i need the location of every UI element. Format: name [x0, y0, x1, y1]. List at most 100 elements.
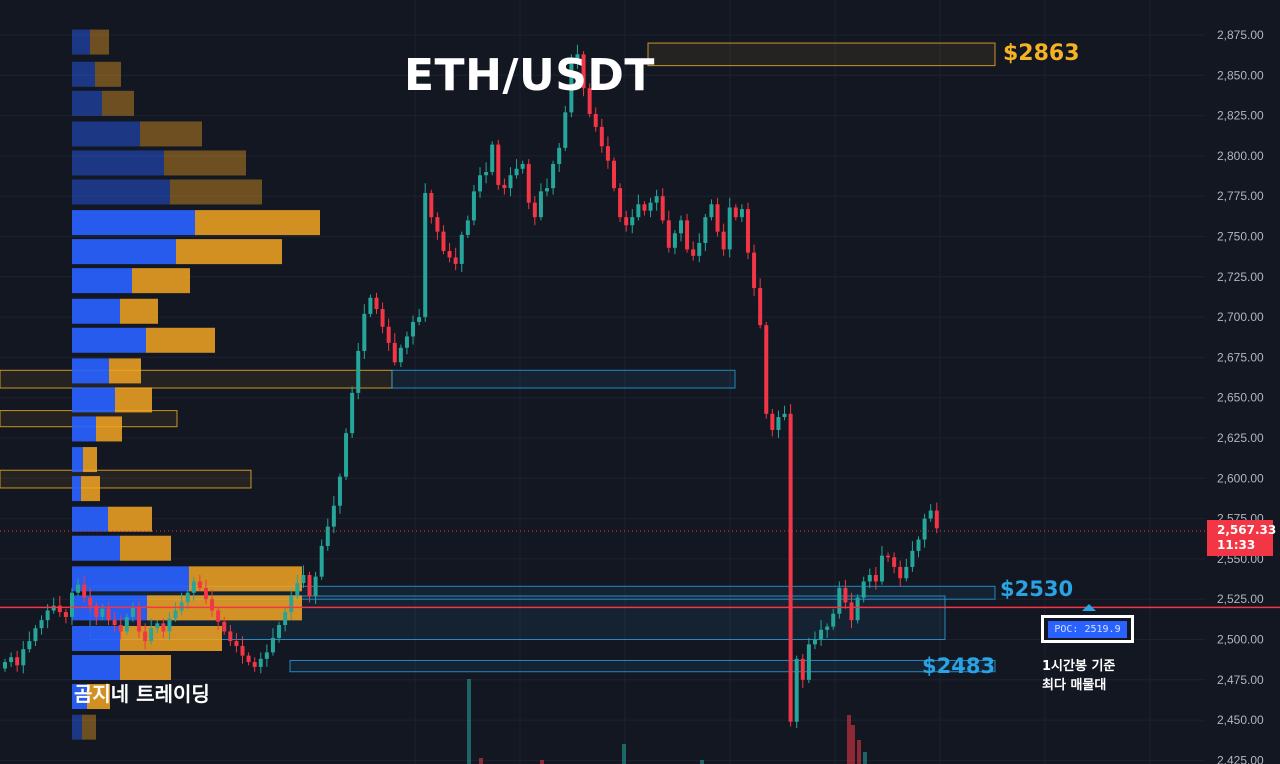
- candle: [337, 476, 342, 506]
- candle: [210, 599, 215, 611]
- volume-profile-bar-down: [96, 416, 122, 442]
- candle: [484, 172, 489, 176]
- candle: [471, 191, 476, 221]
- candle: [277, 624, 282, 638]
- candle: [703, 217, 708, 243]
- candle: [441, 231, 446, 252]
- candle: [733, 207, 738, 218]
- candle: [325, 526, 330, 547]
- y-tick-label: 2,800.00: [1217, 149, 1264, 163]
- candle: [289, 595, 294, 613]
- candle: [496, 144, 501, 185]
- volume-profile-bar-up: [72, 387, 115, 413]
- candle: [319, 546, 324, 577]
- candle: [672, 233, 677, 248]
- volume-profile-bar-up: [72, 714, 82, 740]
- y-tick-label: 2,825.00: [1217, 109, 1264, 123]
- candle: [502, 184, 507, 189]
- candle: [15, 657, 20, 666]
- volume-profile-bar-up: [72, 298, 120, 324]
- volume-profile-bar-up: [72, 121, 140, 147]
- candle: [45, 610, 50, 621]
- candle: [520, 163, 525, 169]
- volume-profile-bar-down: [120, 535, 171, 561]
- volume-bar: [540, 760, 544, 764]
- candle: [57, 605, 62, 613]
- y-tick-label: 2,525.00: [1217, 592, 1264, 606]
- candle: [295, 583, 300, 596]
- resistance-zone-2863: [647, 42, 996, 67]
- zone-2660-blue: [391, 369, 736, 389]
- candle: [435, 217, 440, 232]
- volume-profile-bar-down: [176, 239, 282, 265]
- candle: [837, 587, 842, 614]
- volume-profile-bar-down: [108, 506, 152, 532]
- volume-profile-bar-down: [82, 714, 96, 740]
- candle: [398, 347, 403, 363]
- candle: [149, 628, 154, 642]
- volume-profile: [72, 29, 320, 740]
- candle: [666, 220, 671, 248]
- candle: [599, 126, 604, 147]
- candle: [143, 631, 148, 642]
- volume-bar: [851, 725, 855, 764]
- candle: [569, 62, 574, 113]
- candle: [928, 510, 933, 519]
- candle-countdown: 11:33: [1217, 538, 1256, 552]
- candle: [106, 608, 111, 621]
- candle: [478, 175, 483, 192]
- volume-profile-bar-up: [72, 150, 164, 176]
- candle: [21, 649, 26, 666]
- candle: [782, 413, 787, 418]
- candle: [618, 188, 623, 218]
- candle: [173, 610, 178, 619]
- candle: [660, 196, 665, 221]
- volume-profile-bar-down: [132, 268, 190, 294]
- zone-2660-yellow: [0, 369, 393, 389]
- candle: [709, 204, 714, 218]
- candle: [112, 620, 117, 625]
- price-lines: [0, 530, 1280, 611]
- candle: [812, 639, 817, 645]
- candle: [490, 144, 495, 173]
- current-price-tag[interactable]: 2,567.33 11:33: [1207, 520, 1276, 556]
- candle: [240, 645, 245, 656]
- candle: [508, 175, 513, 189]
- candle: [721, 231, 726, 250]
- candle: [350, 392, 355, 434]
- price-axis[interactable]: 2,875.00 2,850.00 2,825.00 2,800.00 2,775.00…: [1217, 28, 1264, 764]
- grid: [0, 0, 1205, 764]
- candle: [283, 612, 288, 625]
- candle: [411, 321, 416, 337]
- candle: [392, 342, 397, 363]
- volume-profile-bar-up: [72, 29, 90, 55]
- candle: [545, 188, 550, 192]
- candle: [234, 641, 239, 646]
- candle: [76, 584, 81, 593]
- candle: [739, 209, 744, 218]
- volume-profile-bar-down: [195, 210, 320, 236]
- candle: [368, 297, 373, 314]
- poc-pointer-arrow: [1082, 604, 1096, 611]
- volume-bar: [700, 760, 704, 764]
- candle: [423, 192, 428, 318]
- candle: [191, 581, 196, 593]
- poc-note: 1시간봉 기준 최다 매물대: [1042, 657, 1115, 695]
- candle: [788, 413, 793, 722]
- volume-profile-bar-up: [72, 447, 83, 473]
- volume-profile-bar-up: [72, 684, 87, 710]
- candle: [63, 612, 68, 617]
- candle: [465, 220, 470, 235]
- candle: [612, 160, 616, 189]
- candle: [745, 209, 750, 253]
- y-tick-label: 2,600.00: [1217, 471, 1264, 485]
- candle: [563, 112, 568, 148]
- y-tick-label: 2,475.00: [1217, 673, 1264, 687]
- y-tick-label: 2,850.00: [1217, 68, 1264, 82]
- watermark-text: 곰지네 트레이딩: [74, 682, 210, 706]
- volume-profile-bar-down: [109, 358, 141, 384]
- volume-profile-bar-down: [140, 121, 202, 147]
- candle: [904, 566, 909, 579]
- candle: [794, 658, 799, 722]
